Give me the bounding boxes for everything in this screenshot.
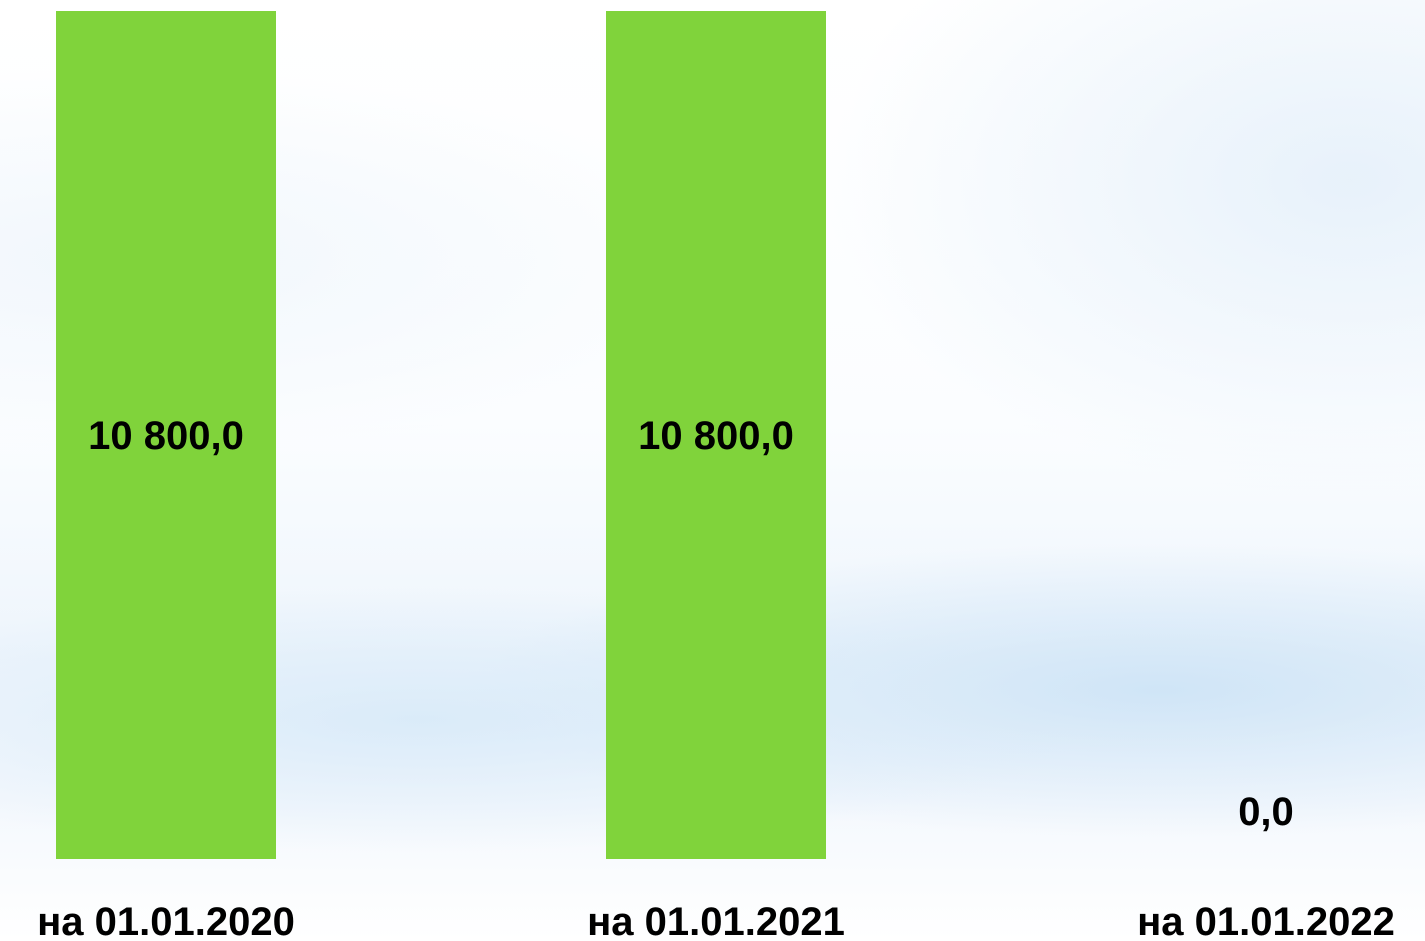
bar-value-label-0: 10 800,0 [88,414,244,458]
bar-value-label-1: 10 800,0 [638,414,794,458]
category-label-0: на 01.01.2020 [37,900,295,941]
category-labels-group: на 01.01.2020 на 01.01.2021 на 01.01.2022 [37,900,1395,941]
bar-value-label-2: 0,0 [1238,790,1294,834]
category-label-2: на 01.01.2022 [1137,900,1395,941]
category-label-1: на 01.01.2021 [587,900,845,941]
